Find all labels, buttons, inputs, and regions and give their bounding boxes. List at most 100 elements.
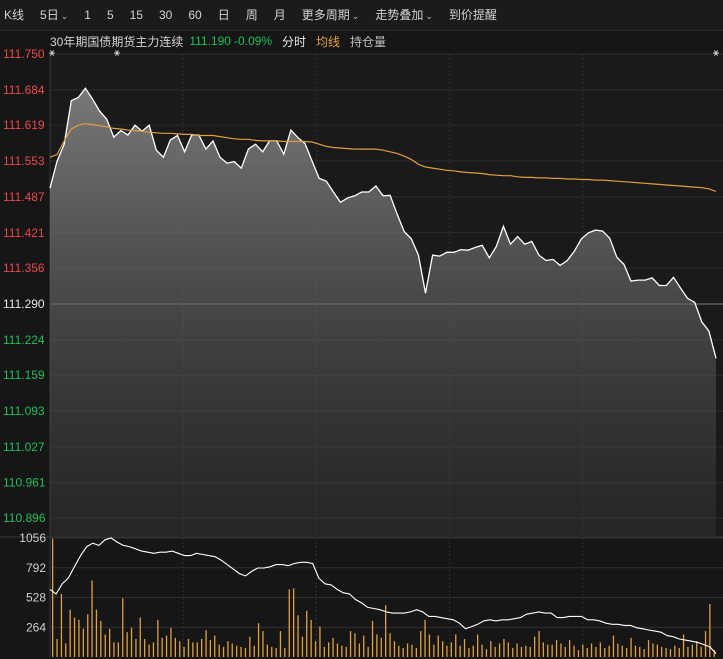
price-axis-labels: 111.750 111.684 111.619 111.553 111.487 111.4… — [3, 47, 46, 525]
info-bar: 30年期国债期货主力连续 111.190 -0.09% 分时 均线 持仓量 — [0, 31, 723, 51]
volume-bar — [700, 646, 702, 657]
volume-tick-label: 1056 — [19, 531, 46, 545]
tab-intraday[interactable]: 分时 — [282, 34, 307, 49]
period-item-label: 月 — [273, 8, 286, 22]
volume-bar — [126, 632, 128, 657]
volume-bar — [371, 620, 374, 657]
volume-bar — [201, 639, 203, 657]
volume-bar — [376, 634, 378, 657]
volume-bar — [271, 646, 273, 657]
volume-bar — [130, 627, 133, 657]
volume-bar — [634, 645, 637, 657]
period-item-2[interactable]: 1 — [76, 0, 99, 30]
volume-axis-labels: 1056 792 528 264 — [19, 531, 46, 634]
volume-bar — [569, 640, 571, 657]
volume-tick-label: 528 — [26, 591, 46, 605]
volume-bar — [612, 635, 615, 657]
volume-bar — [187, 639, 190, 657]
legend-avg-line[interactable]: 均线 — [316, 34, 341, 49]
period-item-5[interactable]: 30 — [151, 0, 180, 30]
chevron-down-icon: ⌄ — [60, 10, 69, 21]
price-tick-label: 110.961 — [3, 476, 46, 490]
volume-bar — [60, 593, 63, 657]
volume-bar — [503, 639, 505, 657]
period-item-6[interactable]: 60 — [180, 0, 209, 30]
volume-bar — [551, 644, 553, 657]
volume-bar — [459, 645, 461, 657]
volume-bar — [468, 648, 470, 657]
volume-bar — [709, 604, 711, 657]
period-item-9[interactable]: 月 — [266, 0, 294, 30]
volume-bar — [205, 630, 207, 657]
volume-bar — [122, 598, 124, 657]
volume-bar — [385, 605, 387, 657]
volume-bar — [560, 643, 562, 657]
volume-bar — [564, 646, 566, 657]
volume-bar — [69, 609, 71, 657]
period-item-3[interactable]: 5 — [99, 0, 122, 30]
volume-bar — [297, 615, 299, 657]
period-item-10[interactable]: 更多周期 ⌄ — [294, 0, 368, 31]
volume-bar — [253, 645, 255, 657]
volume-bar — [113, 642, 115, 657]
volume-bar — [682, 634, 685, 657]
volume-bar — [354, 633, 356, 657]
price-tick-label: 111.487 — [3, 190, 45, 204]
volume-bar — [380, 637, 382, 657]
volume-bar — [626, 648, 628, 657]
volume-bar — [104, 634, 106, 657]
volume-bar — [542, 642, 544, 657]
volume-bar — [314, 641, 317, 657]
volume-bar — [192, 642, 194, 657]
price-tick-label: 110.896 — [3, 511, 46, 525]
session-marker-icon — [713, 50, 719, 56]
volume-bar — [621, 645, 623, 657]
period-item-label: 周 — [245, 8, 258, 22]
volume-bar — [257, 623, 260, 657]
period-item-4[interactable]: 15 — [122, 0, 151, 30]
volume-bar — [617, 643, 619, 657]
volume-bar — [236, 645, 238, 657]
period-item-8[interactable]: 周 — [238, 0, 266, 30]
period-item-1[interactable]: 5日 ⌄ — [32, 0, 76, 31]
period-item-12[interactable]: 到价提醒 — [441, 0, 505, 30]
volume-bar — [472, 645, 474, 657]
volume-bar — [218, 644, 220, 657]
volume-bar — [424, 619, 426, 657]
price-tick-label: 111.224 — [3, 333, 45, 347]
price-tick-label: 111.356 — [3, 261, 45, 275]
volume-bar — [463, 639, 466, 657]
volume-bar — [516, 643, 518, 657]
volume-bar — [389, 633, 391, 657]
volume-bar — [240, 646, 242, 657]
volume-bar — [323, 646, 325, 657]
volume-bar — [402, 648, 404, 657]
period-item-11[interactable]: 走势叠加 ⌄ — [367, 0, 441, 31]
volume-bar — [398, 645, 400, 657]
volume-bar — [214, 635, 216, 657]
volume-bar — [288, 589, 290, 657]
volume-bar — [604, 648, 606, 657]
volume-bar — [78, 619, 80, 657]
volume-bar — [446, 645, 448, 657]
volume-bar — [170, 627, 172, 657]
price-tick-label: 111.159 — [3, 368, 45, 382]
volume-bar — [639, 646, 641, 657]
period-item-0[interactable]: K线 — [0, 0, 32, 30]
volume-bar — [643, 649, 645, 657]
period-item-7[interactable]: 日 — [210, 0, 238, 30]
period-item-label: 60 — [188, 8, 202, 22]
period-item-label: 日 — [217, 8, 230, 22]
volume-bar — [696, 641, 698, 657]
period-item-label: 30 — [158, 8, 173, 22]
volume-bar — [109, 628, 111, 657]
volume-bar — [165, 635, 168, 657]
volume-bar — [144, 639, 146, 657]
volume-bar — [498, 643, 501, 657]
volume-bar — [586, 648, 588, 657]
legend-open-interest[interactable]: 持仓量 — [350, 34, 387, 49]
volume-bar — [661, 646, 663, 657]
volume-bar — [139, 617, 141, 657]
volume-bar — [411, 644, 413, 657]
